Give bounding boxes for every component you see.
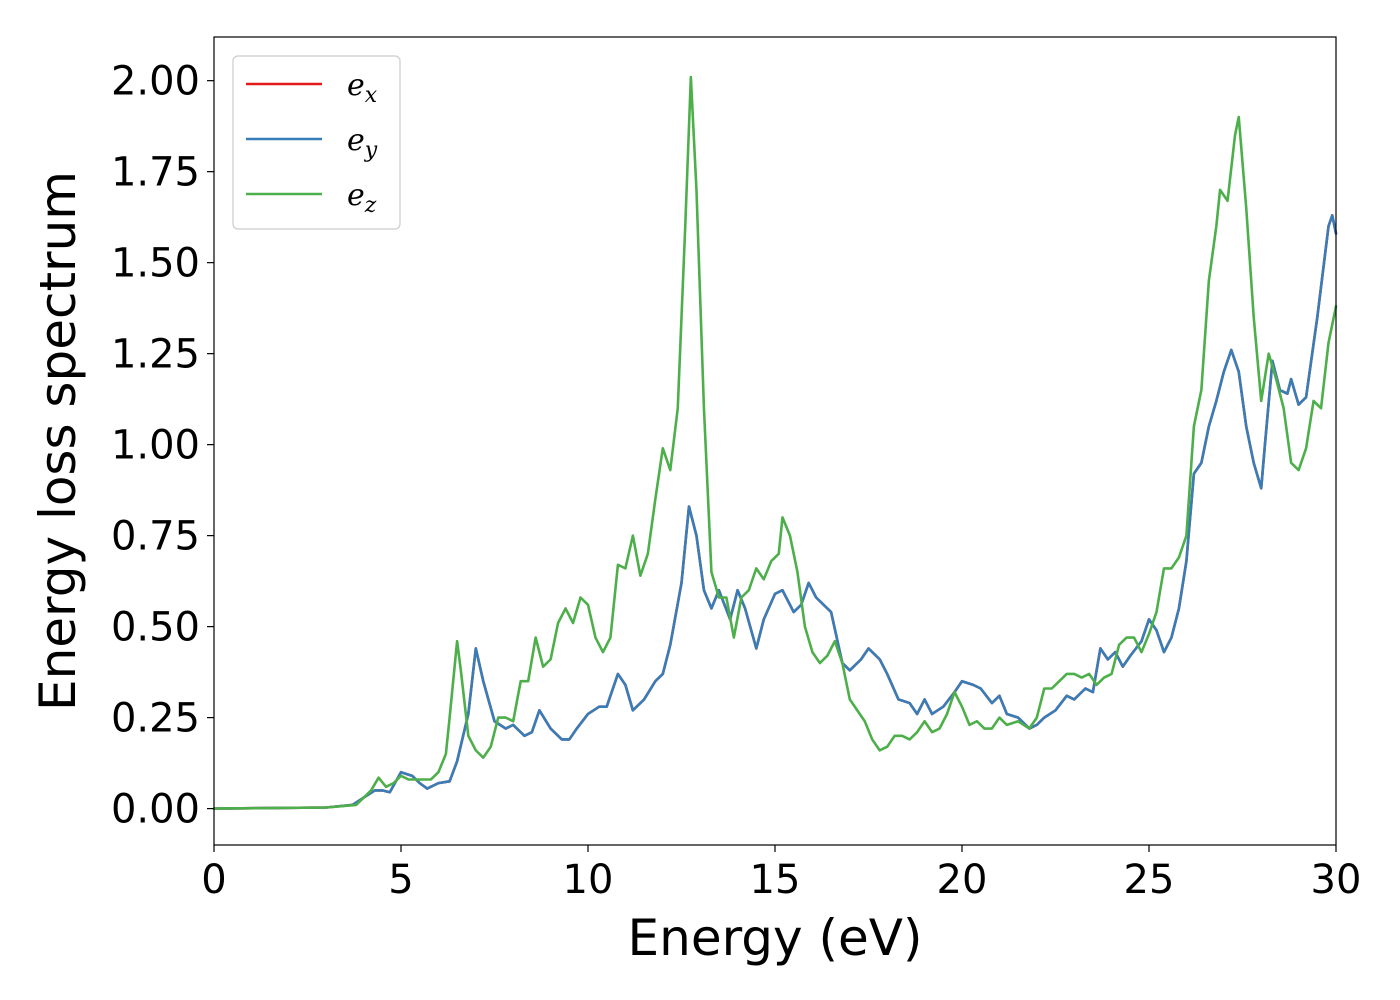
y-tick-label: 1.75: [111, 150, 200, 196]
y-tick-label: 1.00: [111, 423, 200, 469]
y-tick-label: 1.50: [111, 241, 200, 287]
series-line-y: [212, 214, 1338, 810]
legend-label-y: ey: [347, 123, 378, 163]
y-tick-label: 2.00: [111, 59, 200, 105]
axes-ticks: 0 5 10 15 20 25 30 0.00 0.25 0.50 0.75 1.00 1.25 1.50…: [111, 59, 1362, 903]
x-tick-label: 0: [201, 857, 226, 903]
y-tick-label: 0.75: [111, 514, 200, 560]
y-axis-title: Energy loss spectrum: [29, 171, 87, 711]
x-tick-label: 5: [388, 857, 413, 903]
legend-label-x: ex: [347, 68, 378, 108]
legend-frame: [232, 55, 401, 230]
legend-label-base: e: [347, 178, 365, 213]
legend-label-subscript: z: [364, 193, 377, 218]
legend-label-subscript: y: [364, 138, 378, 163]
y-tick-label: 0.00: [111, 787, 200, 833]
series-line-z: [212, 75, 1338, 810]
x-tick-label: 25: [1124, 857, 1175, 903]
x-tick-label: 20: [937, 857, 988, 903]
x-tick-label: 10: [563, 857, 614, 903]
legend-label-subscript: x: [365, 83, 378, 108]
series-layer: [212, 75, 1338, 810]
legend-label-z: ez: [347, 178, 377, 218]
series-line-x: [212, 214, 1338, 810]
y-tick-label: 0.50: [111, 605, 200, 651]
legend-label-base: e: [347, 68, 365, 103]
y-tick-label: 1.25: [111, 332, 200, 378]
x-axis-title: Energy (eV): [628, 909, 923, 967]
x-tick-label: 15: [750, 857, 801, 903]
legend-label-base: e: [347, 123, 365, 158]
x-tick-label: 30: [1311, 857, 1362, 903]
y-tick-label: 0.25: [111, 696, 200, 742]
